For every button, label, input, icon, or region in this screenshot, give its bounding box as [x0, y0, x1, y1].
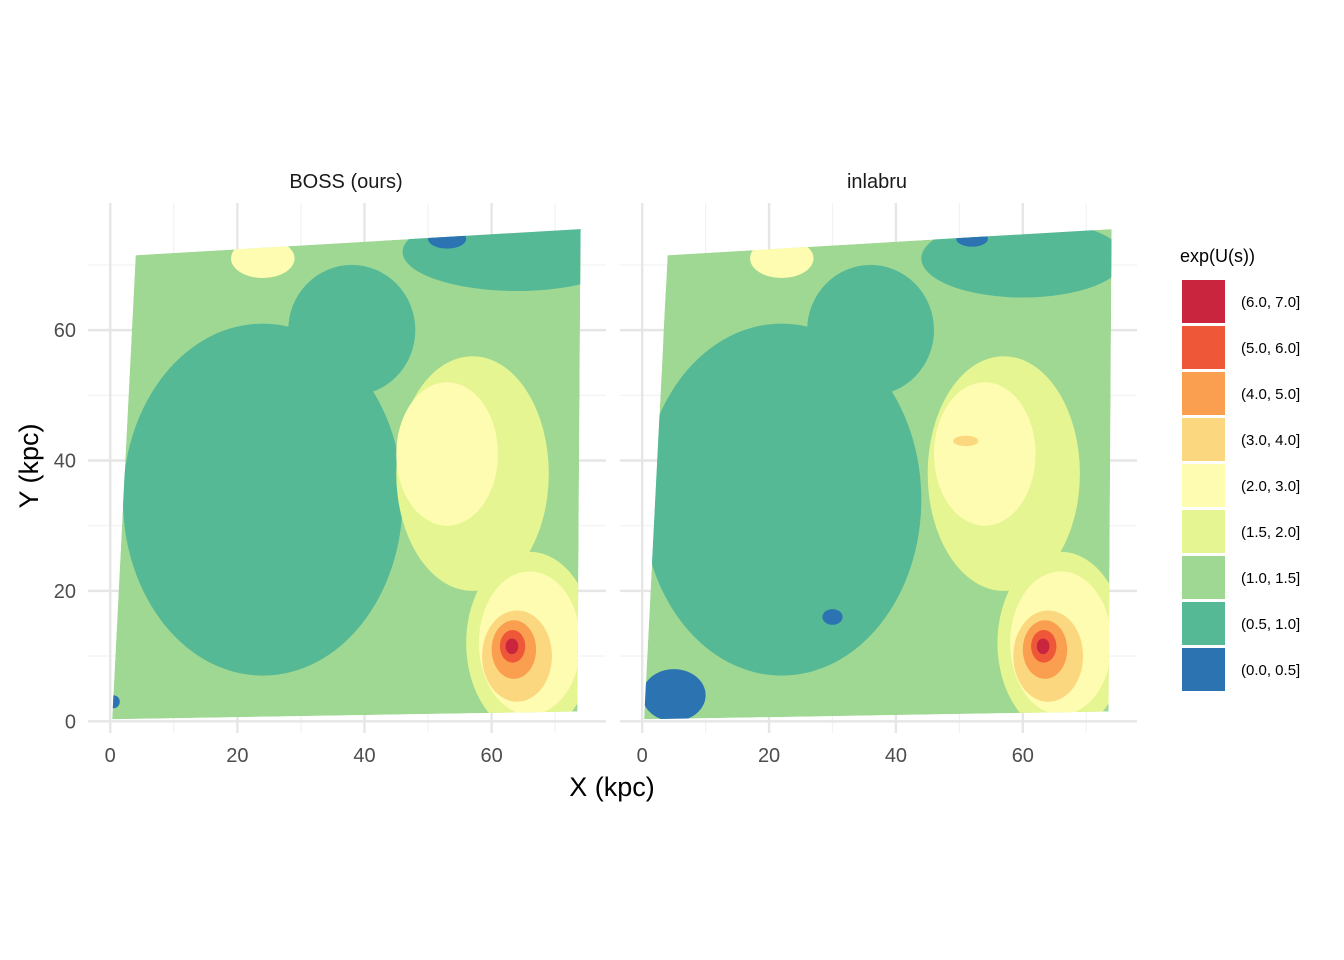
contour-region [953, 435, 979, 447]
legend-label: (2.0, 3.0] [1241, 478, 1300, 495]
legend-swatch [1182, 372, 1225, 415]
contour-region [644, 323, 922, 676]
y-tick-label: 0 [65, 711, 76, 733]
x-tick-label: 20 [226, 745, 248, 767]
facet-boss: BOSS (ours) [88, 171, 606, 733]
legend-label: (0.0, 0.5] [1241, 662, 1300, 679]
x-tick-label: 20 [758, 745, 780, 767]
x-axis-title: X (kpc) [569, 772, 655, 802]
contour-region [396, 382, 498, 526]
panel-inlabru [620, 203, 1137, 733]
x-tick-label: 60 [1012, 745, 1034, 767]
contour-region [750, 238, 814, 278]
y-axis: 0 20 40 60 [54, 320, 76, 733]
y-tick-label: 60 [54, 320, 76, 342]
legend-title: exp(U(s)) [1180, 246, 1255, 266]
contour-region [428, 229, 467, 249]
contour-region [644, 669, 706, 720]
contour-region [648, 284, 738, 350]
legend-label: (1.5, 2.0] [1241, 524, 1300, 541]
y-axis-title: Y (kpc) [14, 423, 44, 508]
legend: exp(U(s)) (6.0, 7.0] (5.0, 6.0] (4.0, 5.0]… [1180, 246, 1300, 691]
legend-label: (5.0, 6.0] [1241, 340, 1300, 357]
panel-boss [88, 203, 606, 733]
x-axis: 0 20 40 60 0 20 40 60 [105, 745, 1034, 767]
legend-label: (0.5, 1.0] [1241, 616, 1300, 633]
facet-inlabru: inlabru [620, 171, 1137, 733]
contour-region [288, 264, 416, 396]
contour-region [231, 238, 295, 278]
legend-swatch [1182, 464, 1225, 507]
y-tick-label: 40 [54, 451, 76, 473]
legend-swatch [1182, 510, 1225, 553]
contour-region [505, 638, 519, 655]
contour-region [135, 284, 212, 350]
x-tick-label: 40 [885, 745, 907, 767]
legend-swatch [1182, 602, 1225, 645]
legend-swatch [1182, 280, 1225, 323]
facet-title-inlabru: inlabru [847, 171, 907, 193]
legend-swatch [1182, 418, 1225, 461]
legend-label: (6.0, 7.0] [1241, 294, 1300, 311]
contour-region [807, 264, 935, 396]
x-tick-label: 0 [105, 745, 116, 767]
x-tick-label: 40 [353, 745, 375, 767]
legend-swatch [1182, 648, 1225, 691]
contour-region [956, 231, 988, 247]
legend-label: (1.0, 1.5] [1241, 570, 1300, 587]
contour-region [112, 695, 120, 709]
legend-label: (3.0, 4.0] [1241, 432, 1300, 449]
contour-region [934, 382, 1036, 526]
legend-swatch [1182, 556, 1225, 599]
legend-keys: (6.0, 7.0] (5.0, 6.0] (4.0, 5.0] (3.0, 4.0]… [1182, 280, 1300, 691]
x-tick-label: 0 [637, 745, 648, 767]
y-tick-label: 20 [54, 581, 76, 603]
contour-region [122, 323, 403, 676]
legend-swatch [1182, 326, 1225, 369]
contour-region [822, 609, 843, 625]
contour-field [644, 229, 1112, 720]
x-tick-label: 60 [480, 745, 502, 767]
legend-label: (4.0, 5.0] [1241, 386, 1300, 403]
contour-region [402, 229, 581, 292]
facet-title-boss: BOSS (ours) [289, 171, 402, 193]
contour-field [112, 229, 581, 720]
contour-region [1036, 638, 1050, 655]
